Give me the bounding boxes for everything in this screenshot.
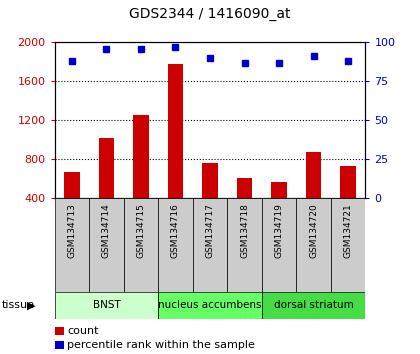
Text: GSM134720: GSM134720 <box>309 203 318 258</box>
Bar <box>123 198 158 292</box>
Text: GSM134716: GSM134716 <box>171 203 180 258</box>
Bar <box>89 198 123 292</box>
Text: tissue: tissue <box>2 300 35 310</box>
Text: GSM134714: GSM134714 <box>102 203 111 258</box>
Bar <box>271 182 287 198</box>
Text: GSM134719: GSM134719 <box>275 203 284 258</box>
Bar <box>168 64 183 198</box>
Bar <box>158 292 262 319</box>
Text: GSM134718: GSM134718 <box>240 203 249 258</box>
Bar <box>262 292 365 319</box>
Text: GSM134713: GSM134713 <box>67 203 76 258</box>
Text: count: count <box>67 326 99 336</box>
Bar <box>64 172 80 198</box>
Text: nucleus accumbens: nucleus accumbens <box>158 300 262 310</box>
Bar <box>227 198 262 292</box>
Bar <box>306 153 321 198</box>
Bar <box>55 292 158 319</box>
Text: GSM134721: GSM134721 <box>344 203 353 258</box>
Text: ▶: ▶ <box>27 300 36 310</box>
Bar <box>262 198 297 292</box>
Text: percentile rank within the sample: percentile rank within the sample <box>67 340 255 350</box>
Bar <box>237 178 252 198</box>
Text: GSM134717: GSM134717 <box>205 203 215 258</box>
Text: GSM134715: GSM134715 <box>136 203 145 258</box>
Bar <box>297 198 331 292</box>
Text: BNST: BNST <box>92 300 120 310</box>
Bar <box>133 115 149 198</box>
Bar <box>55 198 89 292</box>
Bar <box>202 163 218 198</box>
Bar <box>158 198 193 292</box>
Bar <box>331 198 365 292</box>
Text: dorsal striatum: dorsal striatum <box>274 300 354 310</box>
Text: GDS2344 / 1416090_at: GDS2344 / 1416090_at <box>129 7 291 21</box>
Bar <box>340 166 356 198</box>
Bar <box>99 138 114 198</box>
Bar <box>193 198 227 292</box>
